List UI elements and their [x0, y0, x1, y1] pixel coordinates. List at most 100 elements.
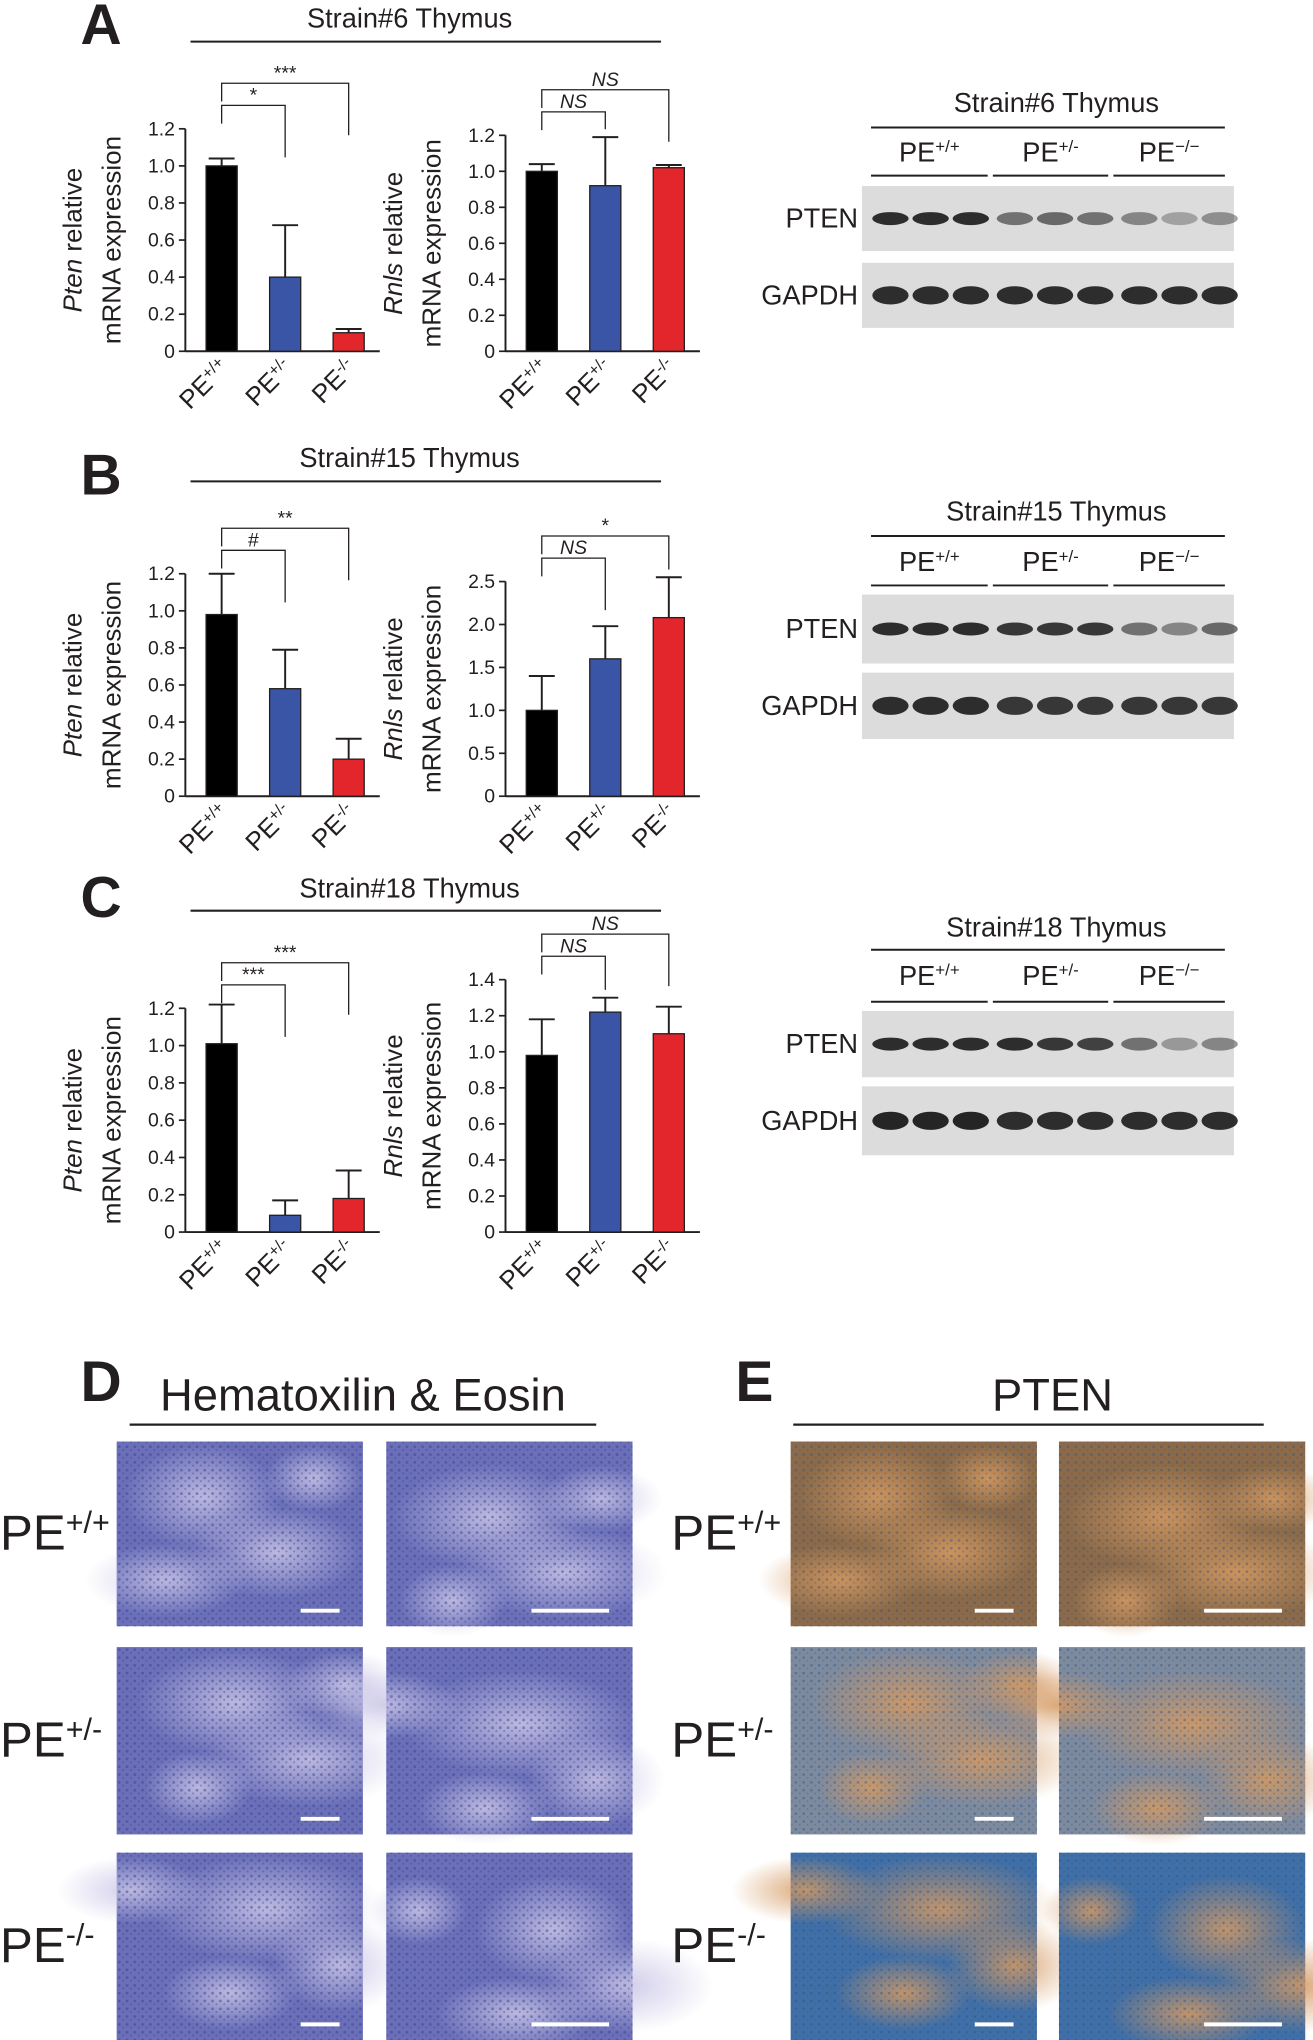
bar	[652, 1033, 686, 1233]
bar	[589, 658, 622, 797]
y-tick-label: 1.0	[148, 1035, 175, 1057]
significance-bracket	[220, 104, 286, 158]
blot-band	[1077, 212, 1114, 226]
blot-band	[1161, 696, 1198, 715]
blot-band	[1201, 696, 1238, 715]
blot-band	[872, 1037, 909, 1051]
significance-label: NS	[592, 913, 619, 935]
blot-band	[912, 212, 949, 226]
x-tick-label: PE+/-	[239, 352, 298, 411]
chart-group-title: Strain#15 Thymus	[299, 442, 519, 473]
tissue-texture	[790, 1647, 1037, 1835]
x-tick-label: PE+/+	[173, 797, 235, 859]
blot-band	[912, 1111, 949, 1130]
significance-label: *	[602, 515, 610, 537]
bar	[268, 688, 302, 797]
blot-band	[872, 622, 909, 636]
blot-band	[872, 212, 909, 226]
y-tick-label: 0.4	[148, 712, 175, 734]
significance-label: NS	[560, 91, 587, 113]
y-tick-label: 0.4	[468, 269, 495, 291]
bar	[332, 332, 365, 352]
y-axis-label: mRNA expression	[97, 581, 127, 789]
significance-bracket	[541, 535, 670, 570]
blot-band	[1201, 212, 1238, 226]
blot-band	[1036, 286, 1074, 305]
significance-bracket	[220, 549, 286, 603]
y-tick-label: 0.8	[468, 1077, 495, 1099]
blot-group-label: PE+/-	[1022, 960, 1078, 991]
blot-band	[912, 1037, 949, 1051]
y-tick-label: 1.4	[468, 969, 495, 991]
bar	[205, 1043, 238, 1233]
blot-band	[912, 622, 949, 636]
y-axis-label: Rnls relative	[378, 617, 408, 760]
y-tick-label: 0.4	[468, 1149, 495, 1171]
histology-row-label: PE+/+	[0, 1505, 110, 1560]
y-tick-label: 0	[484, 1222, 495, 1244]
blot-band	[996, 1037, 1034, 1051]
chart-group-title: Strain#6 Thymus	[307, 2, 512, 33]
blot-row-label: GAPDH	[761, 279, 858, 310]
histology-title: Hematoxilin & Eosin	[160, 1369, 566, 1420]
y-tick-label: 0.6	[148, 1110, 175, 1132]
bar	[525, 170, 558, 352]
bar	[525, 709, 558, 797]
x-tick-label: PE-/-	[626, 352, 682, 409]
y-tick-label: 1.2	[468, 125, 495, 147]
blot-band	[952, 212, 989, 226]
y-tick-label: 0.5	[468, 743, 495, 765]
blot-band	[912, 286, 949, 305]
y-tick-label: 1.0	[468, 700, 495, 722]
bar	[589, 185, 622, 352]
blot-band	[952, 286, 989, 305]
tissue-texture	[386, 1852, 633, 2040]
y-tick-label: 2.5	[468, 571, 495, 593]
blot-title: Strain#18 Thymus	[946, 912, 1166, 943]
y-tick-label: 0.2	[468, 305, 495, 327]
panel-letter: E	[735, 1350, 773, 1414]
blot-band	[1161, 286, 1198, 305]
y-tick-label: 0	[164, 341, 175, 363]
x-tick-label: PE+/+	[493, 1233, 555, 1295]
y-tick-label: 1.0	[468, 1041, 495, 1063]
blot-band	[996, 696, 1034, 715]
blot-band	[1121, 696, 1158, 715]
significance-label: ***	[274, 62, 297, 84]
tissue-texture	[790, 1441, 1037, 1627]
significance-label: NS	[560, 537, 587, 559]
bar	[205, 613, 238, 797]
blot-band	[952, 696, 989, 715]
blot-row-label: PTEN	[785, 613, 858, 644]
significance-bracket	[541, 955, 606, 990]
blot-band	[1121, 622, 1158, 636]
blot-band	[1161, 1037, 1198, 1051]
blot-band	[1077, 286, 1114, 305]
y-tick-label: 1.2	[148, 118, 175, 140]
panel-letter: A	[81, 0, 122, 57]
blot-row-label: GAPDH	[761, 1105, 858, 1136]
blot-band	[912, 696, 949, 715]
blot-band	[1036, 696, 1074, 715]
blot-band	[1077, 622, 1114, 636]
x-tick-label: PE+/-	[559, 1233, 618, 1292]
blot-band	[952, 1111, 989, 1130]
y-axis-label: mRNA expression	[417, 585, 447, 793]
bar	[525, 1054, 558, 1233]
y-tick-label: 0.6	[468, 1113, 495, 1135]
significance-bracket	[220, 527, 350, 581]
y-tick-label: 1.2	[468, 1005, 495, 1027]
blot-row-label: GAPDH	[761, 690, 858, 721]
blot-band	[1121, 212, 1158, 226]
bar	[268, 276, 302, 352]
y-axis-label: Pten relative	[58, 168, 88, 313]
histology-row-label: PE-/-	[0, 1918, 95, 1973]
blot-group-label: PE−/−	[1139, 546, 1200, 577]
y-axis-label: Pten relative	[58, 1048, 88, 1193]
y-tick-label: 1.0	[148, 600, 175, 622]
x-tick-label: PE-/-	[306, 352, 362, 409]
y-tick-label: 2.0	[468, 614, 495, 636]
significance-label: NS	[592, 69, 619, 91]
blot-band	[872, 286, 909, 305]
bar	[205, 165, 238, 352]
